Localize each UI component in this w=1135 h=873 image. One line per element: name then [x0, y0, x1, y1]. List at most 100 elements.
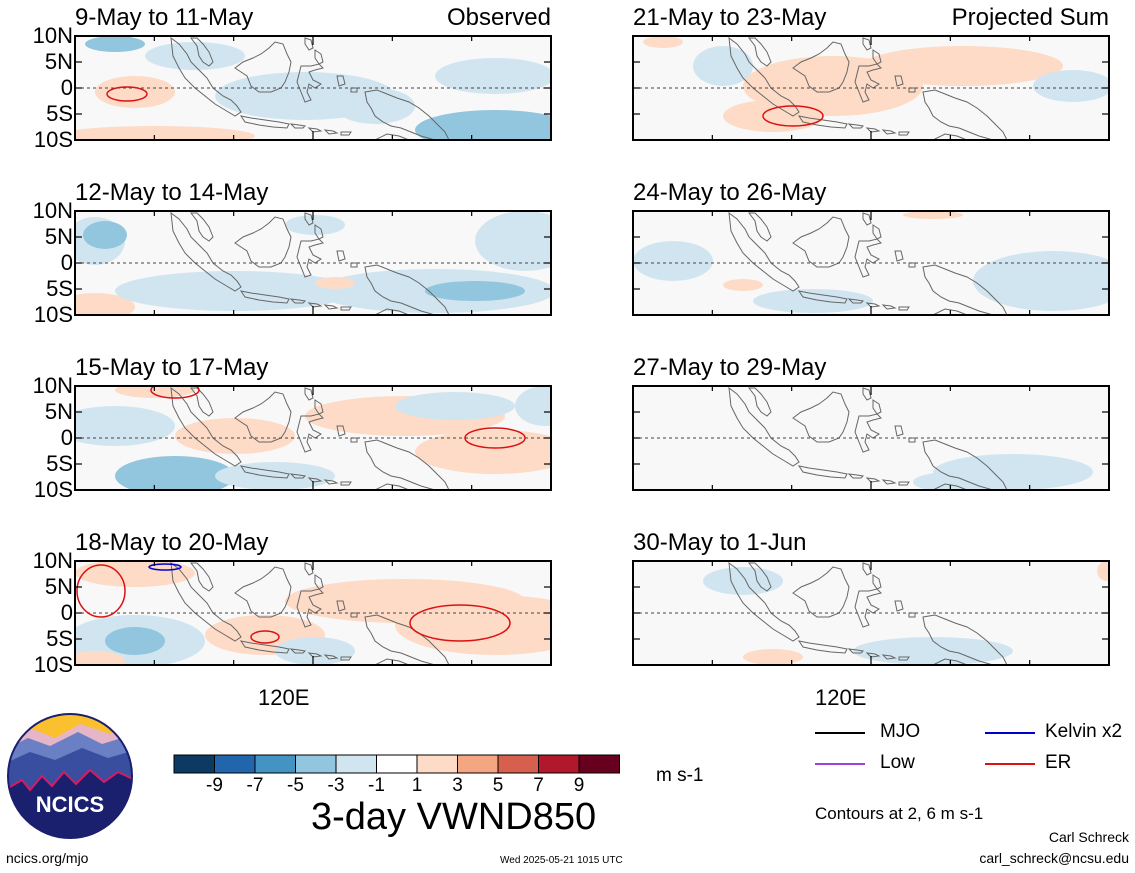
colorbar-unit: m s-1: [656, 765, 704, 786]
anomaly-shading: [115, 456, 235, 490]
kelvin-contour: [148, 563, 182, 571]
anomaly-shading: [75, 561, 195, 587]
anomaly-shading: [335, 88, 415, 124]
legend-label-kelvin: Kelvin x2: [1045, 721, 1123, 742]
er-contour: [464, 427, 526, 449]
anomaly-shading: [425, 281, 525, 301]
colorbar-tick-label: -7: [246, 775, 264, 796]
main-title: 3-day VWND850: [311, 796, 597, 838]
colorbar-swatch: [457, 754, 499, 774]
anomaly-shading: [515, 386, 551, 426]
anomaly-shading: [415, 110, 551, 140]
lat-label: 0: [60, 600, 73, 625]
logo-text: NCICS: [36, 792, 104, 817]
colorbar-tick-label: 1: [411, 775, 423, 796]
map-panel: [74, 385, 552, 491]
anomaly-shading: [145, 42, 245, 70]
site-url-link[interactable]: ncics.org/mjo: [6, 850, 89, 866]
panel-title: 21-May to 23-May: [633, 4, 827, 31]
anomaly-shading: [693, 46, 753, 86]
lat-label: 5S: [46, 276, 73, 301]
colorbar-tick-label: -9: [206, 775, 223, 796]
panel-title: 24-May to 26-May: [633, 179, 827, 206]
lat-label: 10S: [33, 127, 73, 152]
panel-title: 30-May to 1-Jun: [633, 529, 807, 556]
colorbar-tick-label: 7: [533, 775, 544, 796]
anomaly-shading: [315, 277, 355, 289]
panel-title: 9-May to 11-May: [75, 4, 254, 31]
lat-label: 10N: [32, 23, 73, 48]
anomaly-shading: [415, 430, 551, 474]
anomaly-shading: [643, 36, 683, 48]
lat-label: 10S: [33, 652, 73, 677]
colorbar-tick-label: -1: [368, 775, 385, 796]
colorbar-swatch: [538, 754, 580, 774]
er-contour: [150, 386, 200, 399]
lat-label: 5N: [44, 399, 73, 424]
colorbar-swatch: [335, 754, 377, 774]
anomaly-shading: [215, 462, 335, 490]
anomaly-shading: [913, 472, 993, 490]
colorbar-tick-label: 9: [573, 775, 585, 796]
colorbar-swatch: [214, 754, 256, 774]
anomaly-shading: [75, 126, 255, 140]
anomaly-shading: [75, 293, 135, 315]
colorbar-swatch: [497, 754, 539, 774]
panel-title: 15-May to 17-May: [75, 354, 269, 381]
lat-label: 10N: [32, 373, 73, 398]
contour-note: Contours at 2, 6 m s-1: [815, 804, 984, 823]
colorbar-swatch: [254, 754, 296, 774]
lat-label: 5N: [44, 224, 73, 249]
ncics-logo[interactable]: [8, 714, 135, 840]
er-contour: [76, 564, 126, 618]
anomaly-shading: [175, 418, 295, 454]
anomaly-shading: [743, 649, 803, 665]
lat-label: 10S: [33, 477, 73, 502]
colorbar-swatch: [295, 754, 337, 774]
map-panel: [632, 35, 1110, 141]
timestamp: Wed 2025-05-21 1015 UTC: [500, 855, 623, 866]
anomaly-shading: [275, 637, 355, 665]
colorbar-swatch: [416, 754, 458, 774]
anomaly-shading: [903, 211, 963, 219]
anomaly-shading: [723, 100, 823, 132]
anomaly-shading: [395, 595, 551, 655]
anomaly-shading: [105, 627, 165, 655]
anomaly-shading: [1097, 561, 1109, 581]
lon-label-right: 120E: [815, 685, 867, 710]
map-panel: [632, 210, 1110, 316]
lat-label: 5N: [44, 49, 73, 74]
author-email[interactable]: carl_schreck@ncsu.edu: [979, 850, 1129, 866]
colorbar-tick-label: -5: [287, 775, 304, 796]
author-name: Carl Schreck: [1048, 829, 1129, 845]
lon-label-left: 120E: [258, 685, 310, 710]
anomaly-shading: [753, 289, 873, 313]
map-panel: [74, 35, 552, 141]
anomaly-shading: [1033, 70, 1109, 102]
map-panel: [632, 385, 1110, 491]
er-contour: [409, 604, 511, 642]
anomaly-shading: [703, 567, 783, 595]
er-contour: [106, 86, 148, 102]
anomaly-shading: [395, 392, 515, 420]
lat-label: 10N: [32, 548, 73, 573]
map-panel: [632, 560, 1110, 666]
colorbar-tick-label: 3: [452, 775, 463, 796]
panel-corner-label: Projected Sum: [951, 4, 1109, 31]
lat-label: 5S: [46, 451, 73, 476]
er-contour: [250, 630, 280, 644]
lat-label: 0: [60, 75, 73, 100]
lat-label: 5N: [44, 574, 73, 599]
er-contour: [762, 105, 824, 127]
anomaly-shading: [75, 406, 175, 446]
anomaly-shading: [863, 46, 1063, 86]
legend-label-er: ER: [1045, 752, 1072, 773]
lat-label: 5S: [46, 626, 73, 651]
colorbar-tick-label: -3: [327, 775, 345, 796]
colorbar-tick-label: 5: [492, 775, 504, 796]
colorbar-swatch: [173, 754, 215, 774]
anomaly-shading: [75, 651, 125, 665]
map-panel: [74, 210, 552, 316]
anomaly-shading: [85, 36, 145, 52]
anomaly-shading: [83, 221, 127, 249]
